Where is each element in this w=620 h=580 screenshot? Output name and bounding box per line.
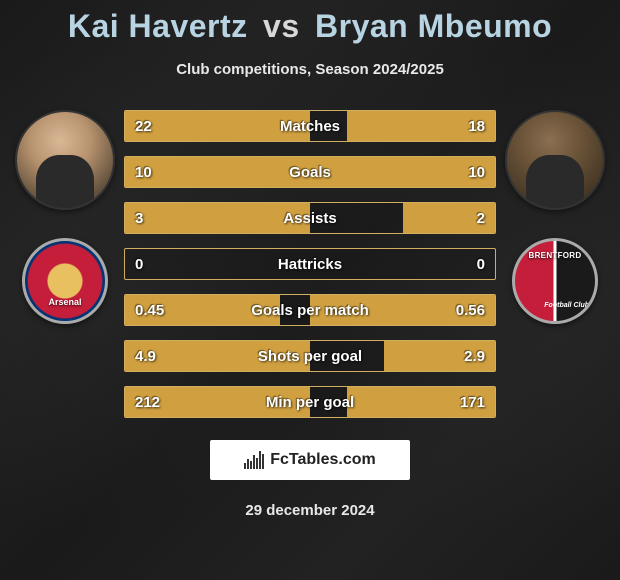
player2-avatar xyxy=(505,110,605,210)
stat-value-right: 0 xyxy=(435,256,495,273)
subtitle: Club competitions, Season 2024/2025 xyxy=(0,61,620,78)
stat-value-left: 22 xyxy=(125,118,185,135)
title-player2: Bryan Mbeumo xyxy=(315,8,552,44)
stats-list: 22Matches1810Goals103Assists20Hattricks0… xyxy=(120,110,500,418)
stat-row: 212Min per goal171 xyxy=(124,386,496,418)
stat-row: 22Matches18 xyxy=(124,110,496,142)
player2-club-logo xyxy=(512,238,598,324)
right-column xyxy=(500,110,610,324)
stat-value-left: 3 xyxy=(125,210,185,227)
stat-row: 10Goals10 xyxy=(124,156,496,188)
footer-date: 29 december 2024 xyxy=(0,502,620,519)
stat-label: Matches xyxy=(185,118,435,135)
stat-value-right: 2.9 xyxy=(435,348,495,365)
stat-label: Hattricks xyxy=(185,256,435,273)
stat-value-left: 10 xyxy=(125,164,185,181)
title-vs: vs xyxy=(263,8,300,44)
comparison-body: 22Matches1810Goals103Assists20Hattricks0… xyxy=(0,110,620,418)
stat-label: Shots per goal xyxy=(185,348,435,365)
chart-icon xyxy=(244,451,264,469)
stat-row: 3Assists2 xyxy=(124,202,496,234)
stat-value-left: 212 xyxy=(125,394,185,411)
stat-value-left: 0.45 xyxy=(125,302,185,319)
stat-value-left: 0 xyxy=(125,256,185,273)
stat-value-left: 4.9 xyxy=(125,348,185,365)
comparison-card: Kai Havertz vs Bryan Mbeumo Club competi… xyxy=(0,0,620,580)
stat-label: Assists xyxy=(185,210,435,227)
stat-label: Goals xyxy=(185,164,435,181)
branding-text: FcTables.com xyxy=(270,451,376,469)
stat-row: 0.45Goals per match0.56 xyxy=(124,294,496,326)
player1-avatar xyxy=(15,110,115,210)
page-title: Kai Havertz vs Bryan Mbeumo xyxy=(0,0,620,45)
left-column xyxy=(10,110,120,324)
stat-row: 0Hattricks0 xyxy=(124,248,496,280)
stat-label: Min per goal xyxy=(185,394,435,411)
stat-value-right: 18 xyxy=(435,118,495,135)
stat-value-right: 10 xyxy=(435,164,495,181)
stat-label: Goals per match xyxy=(185,302,435,319)
stat-value-right: 171 xyxy=(435,394,495,411)
title-player1: Kai Havertz xyxy=(68,8,248,44)
stat-value-right: 0.56 xyxy=(435,302,495,319)
player1-club-logo xyxy=(22,238,108,324)
stat-value-right: 2 xyxy=(435,210,495,227)
stat-row: 4.9Shots per goal2.9 xyxy=(124,340,496,372)
branding-badge: FcTables.com xyxy=(210,440,410,480)
